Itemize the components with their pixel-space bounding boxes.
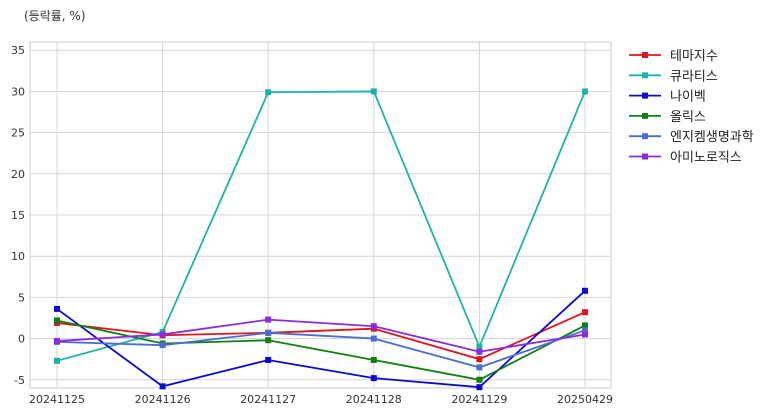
data-point [582,309,588,316]
y-tick-label: -5 [14,374,25,387]
data-point [582,322,588,329]
data-point [582,327,588,334]
legend-label: 큐라티스 [670,69,718,84]
data-point [476,356,483,363]
x-tick-label: 20241128 [346,393,402,406]
x-tick-label: 20250429 [557,393,613,406]
legend-label: 엔지켐생명과학 [670,130,754,145]
y-tick-label: 20 [11,168,25,181]
data-point [582,88,588,95]
legend-marker [642,52,648,58]
data-point [370,323,377,330]
data-point [159,383,166,390]
legend-marker [642,92,648,99]
series-line [56,90,586,362]
series-line [56,311,586,361]
x-tick-label: 20241127 [240,393,296,406]
data-point [265,329,272,336]
legend-marker [642,133,648,140]
x-tick-label: 20241125 [29,393,85,406]
data-point [370,356,377,363]
data-point [582,287,588,294]
data-point [265,356,272,363]
y-tick-label: 10 [11,250,25,263]
series-line [56,329,586,369]
data-point [159,342,166,349]
series-line [56,319,586,381]
legend-label: 아미노로직스 [670,151,742,166]
legend-label: 올릭스 [670,110,706,125]
data-point [159,331,166,338]
legend-label: 나이벡 [670,90,706,105]
y-tick-label: 5 [18,291,25,304]
data-point [54,305,60,312]
legend-marker [642,72,648,79]
data-point [54,357,60,364]
x-axis-ticks: 20241125 20241126 20241127 20241128 20241129… [29,393,613,406]
y-tick-label: 35 [11,44,25,57]
y-tick-label: 30 [11,85,25,98]
series-line [56,318,586,353]
data-point [265,337,272,344]
y-axis-ticks: -5 0 5 10 15 20 25 30 35 [11,44,25,387]
legend-marker [642,153,648,160]
data-point [265,316,272,323]
data-point [476,343,483,350]
unit-label: (등락률, %) [24,9,86,23]
x-tick-label: 20241129 [451,393,507,406]
y-tick-label: 0 [18,333,25,346]
series-lines [54,88,588,391]
data-point [476,364,483,371]
data-point [54,317,60,324]
y-tick-label: 15 [11,209,25,222]
data-point [370,88,377,95]
data-point [476,348,483,355]
x-tick-label: 20241126 [135,393,191,406]
data-point [476,376,483,383]
data-point [370,335,377,342]
data-point [582,331,588,338]
data-point [54,338,60,345]
plot-frame [29,41,612,389]
data-point [265,89,272,96]
y-tick-label: 25 [11,127,25,140]
data-point [476,384,483,391]
legend-label: 테마지수 [670,49,718,64]
legend-marker [642,112,648,119]
data-point [370,375,377,382]
